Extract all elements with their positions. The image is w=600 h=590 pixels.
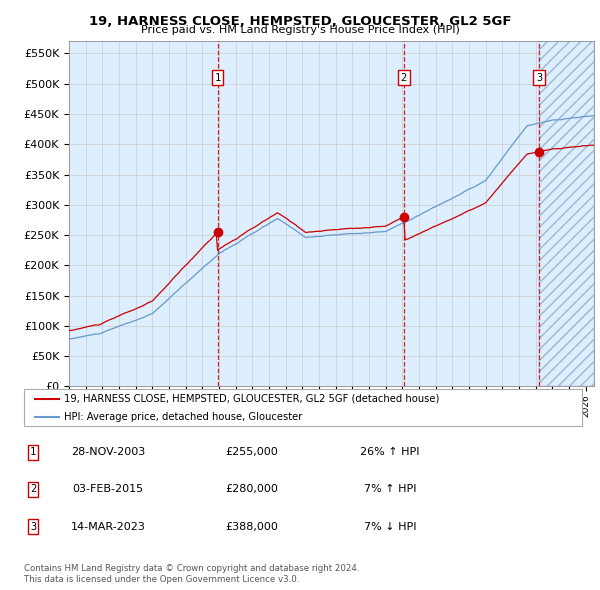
Text: £388,000: £388,000: [226, 522, 278, 532]
Text: 19, HARNESS CLOSE, HEMPSTED, GLOUCESTER, GL2 5GF: 19, HARNESS CLOSE, HEMPSTED, GLOUCESTER,…: [89, 15, 511, 28]
Text: Price paid vs. HM Land Registry's House Price Index (HPI): Price paid vs. HM Land Registry's House …: [140, 25, 460, 35]
Text: 14-MAR-2023: 14-MAR-2023: [71, 522, 145, 532]
Text: 3: 3: [536, 73, 542, 83]
Text: Contains HM Land Registry data © Crown copyright and database right 2024.: Contains HM Land Registry data © Crown c…: [24, 565, 359, 573]
FancyBboxPatch shape: [24, 389, 582, 426]
Text: 7% ↑ HPI: 7% ↑ HPI: [364, 484, 416, 494]
Text: 1: 1: [214, 73, 221, 83]
Text: 2: 2: [30, 484, 36, 494]
Text: 1: 1: [30, 447, 36, 457]
Text: 7% ↓ HPI: 7% ↓ HPI: [364, 522, 416, 532]
Text: 28-NOV-2003: 28-NOV-2003: [71, 447, 145, 457]
Text: 03-FEB-2015: 03-FEB-2015: [73, 484, 143, 494]
Bar: [539, 41, 594, 386]
Bar: [539, 41, 594, 386]
Text: HPI: Average price, detached house, Gloucester: HPI: Average price, detached house, Glou…: [64, 412, 302, 422]
Text: 26% ↑ HPI: 26% ↑ HPI: [360, 447, 420, 457]
Text: 3: 3: [30, 522, 36, 532]
Text: £280,000: £280,000: [226, 484, 278, 494]
Text: £255,000: £255,000: [226, 447, 278, 457]
Text: 2: 2: [401, 73, 407, 83]
Text: 19, HARNESS CLOSE, HEMPSTED, GLOUCESTER, GL2 5GF (detached house): 19, HARNESS CLOSE, HEMPSTED, GLOUCESTER,…: [64, 394, 440, 404]
Text: This data is licensed under the Open Government Licence v3.0.: This data is licensed under the Open Gov…: [24, 575, 299, 584]
